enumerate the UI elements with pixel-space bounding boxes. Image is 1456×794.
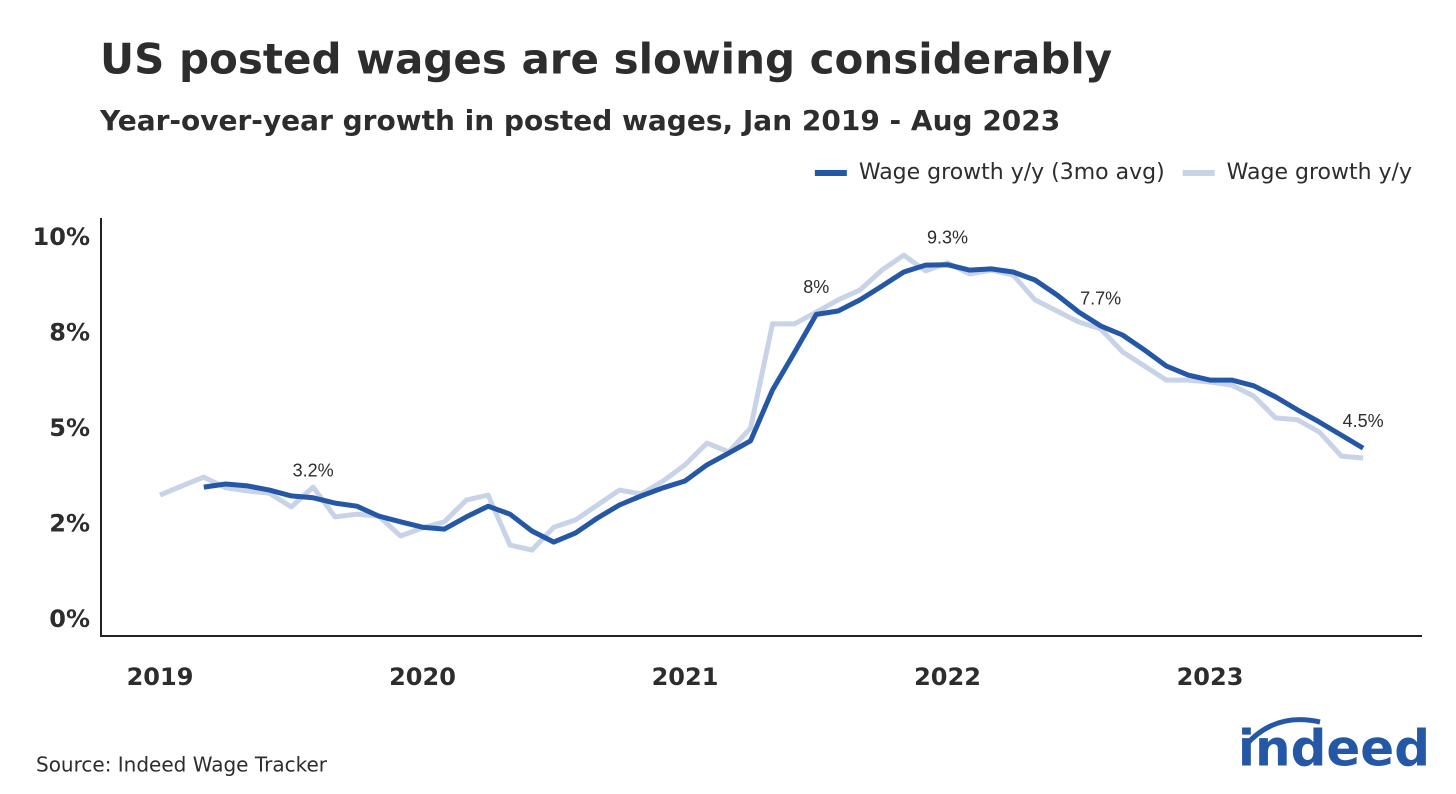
x-tick-label: 2022 bbox=[914, 663, 981, 691]
data-label: 3.2% bbox=[293, 461, 334, 481]
y-tick-label: 5% bbox=[49, 414, 90, 442]
source: Source: Indeed Wage Tracker bbox=[36, 753, 328, 777]
x-tick-label: 2020 bbox=[389, 663, 456, 691]
chart-title: US posted wages are slowing considerably bbox=[100, 35, 1112, 84]
logo-arc bbox=[1244, 717, 1321, 747]
chart-subtitle: Year-over-year growth in posted wages, J… bbox=[99, 104, 1060, 137]
y-tick-label: 8% bbox=[49, 319, 90, 347]
y-tick-label: 10% bbox=[33, 223, 90, 251]
legend-label: Wage growth y/y bbox=[1227, 160, 1412, 185]
series-line bbox=[203, 262, 1365, 545]
series-line bbox=[159, 252, 1364, 553]
legend-label: Wage growth y/y (3mo avg) bbox=[859, 160, 1165, 185]
x-tick-label: 2023 bbox=[1177, 663, 1244, 691]
x-tick-label: 2021 bbox=[652, 663, 719, 691]
data-label: 8% bbox=[803, 277, 829, 297]
data-label: 4.5% bbox=[1343, 411, 1384, 431]
y-tick-label: 0% bbox=[49, 605, 90, 633]
data-label: 7.7% bbox=[1080, 289, 1121, 309]
data-label: 9.3% bbox=[927, 227, 968, 247]
y-tick-label: 2% bbox=[49, 510, 90, 538]
logo: indeed bbox=[1238, 720, 1430, 778]
x-tick-label: 2019 bbox=[127, 663, 194, 691]
